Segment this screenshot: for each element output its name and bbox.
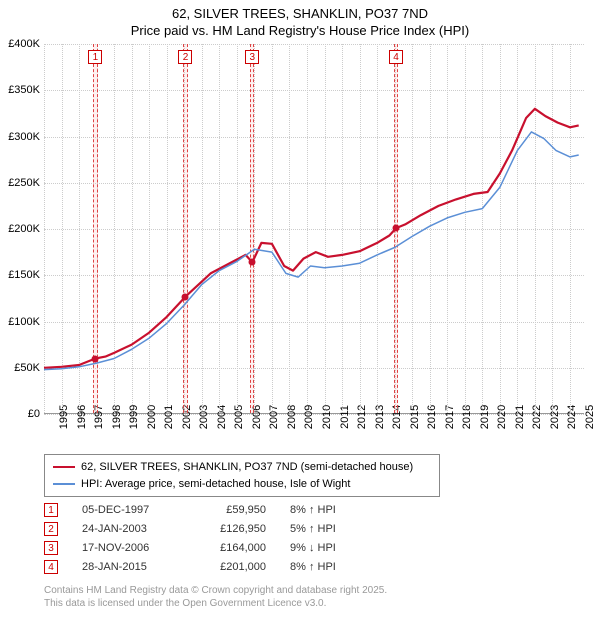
y-axis-label: £200K: [8, 223, 40, 235]
arrow-up-icon: ↑: [309, 523, 315, 535]
table-row: 2 24-JAN-2003 £126,950 5% ↑ HPI: [44, 519, 370, 538]
table-row: 1 05-DEC-1997 £59,950 8% ↑ HPI: [44, 500, 370, 519]
legend-box: 62, SILVER TREES, SHANKLIN, PO37 7ND (se…: [44, 454, 440, 497]
table-row: 3 17-NOV-2006 £164,000 9% ↓ HPI: [44, 538, 370, 557]
title-line-2: Price paid vs. HM Land Registry's House …: [0, 23, 600, 40]
row-pct: 9% ↓ HPI: [290, 542, 370, 554]
row-price: £201,000: [196, 561, 266, 573]
transaction-table: 1 05-DEC-1997 £59,950 8% ↑ HPI 2 24-JAN-2003 £…: [44, 500, 370, 576]
marker-dot: [92, 355, 99, 362]
marker-number-box: 1: [88, 50, 102, 64]
series-line-hpi: [44, 132, 579, 370]
chart-container: 62, SILVER TREES, SHANKLIN, PO37 7ND Pri…: [0, 0, 600, 620]
row-marker-number: 2: [44, 522, 58, 536]
marker-number-box: 4: [389, 50, 403, 64]
row-date: 28-JAN-2015: [82, 561, 172, 573]
y-axis-label: £300K: [8, 131, 40, 143]
legend-row: 62, SILVER TREES, SHANKLIN, PO37 7ND (se…: [53, 459, 431, 476]
y-axis-label: £400K: [8, 38, 40, 50]
legend-swatch: [53, 466, 75, 468]
y-axis-label: £250K: [8, 177, 40, 189]
footnote-line-1: Contains HM Land Registry data © Crown c…: [44, 584, 387, 597]
marker-number-box: 2: [178, 50, 192, 64]
y-axis-label: £50K: [14, 362, 40, 374]
row-marker-number: 3: [44, 541, 58, 555]
legend-row: HPI: Average price, semi-detached house,…: [53, 476, 431, 493]
title-line-1: 62, SILVER TREES, SHANKLIN, PO37 7ND: [0, 6, 600, 23]
legend-label: HPI: Average price, semi-detached house,…: [81, 476, 350, 493]
row-marker-number: 4: [44, 560, 58, 574]
row-price: £59,950: [196, 504, 266, 516]
row-date: 05-DEC-1997: [82, 504, 172, 516]
marker-dot: [249, 259, 256, 266]
footnote-line-2: This data is licensed under the Open Gov…: [44, 597, 387, 610]
arrow-up-icon: ↑: [309, 561, 315, 573]
y-axis-label: £100K: [8, 316, 40, 328]
arrow-up-icon: ↑: [309, 504, 315, 516]
series-line-property: [44, 109, 579, 368]
footnote: Contains HM Land Registry data © Crown c…: [44, 584, 387, 610]
y-axis-label: £150K: [8, 269, 40, 281]
table-row: 4 28-JAN-2015 £201,000 8% ↑ HPI: [44, 557, 370, 576]
row-price: £126,950: [196, 523, 266, 535]
row-pct: 5% ↑ HPI: [290, 523, 370, 535]
title-block: 62, SILVER TREES, SHANKLIN, PO37 7ND Pri…: [0, 0, 600, 40]
row-date: 17-NOV-2006: [82, 542, 172, 554]
row-pct: 8% ↑ HPI: [290, 504, 370, 516]
y-axis-label: £0: [28, 408, 40, 420]
marker-dot: [182, 293, 189, 300]
row-marker-number: 1: [44, 503, 58, 517]
chart-plot-area: £0£50K£100K£150K£200K£250K£300K£350K£400…: [44, 44, 584, 414]
marker-dot: [393, 225, 400, 232]
row-date: 24-JAN-2003: [82, 523, 172, 535]
marker-number-box: 3: [245, 50, 259, 64]
legend-swatch: [53, 483, 75, 485]
arrow-down-icon: ↓: [309, 542, 315, 554]
chart-svg: [44, 44, 584, 413]
y-axis-label: £350K: [8, 84, 40, 96]
row-pct: 8% ↑ HPI: [290, 561, 370, 573]
legend-label: 62, SILVER TREES, SHANKLIN, PO37 7ND (se…: [81, 459, 413, 476]
row-price: £164,000: [196, 542, 266, 554]
